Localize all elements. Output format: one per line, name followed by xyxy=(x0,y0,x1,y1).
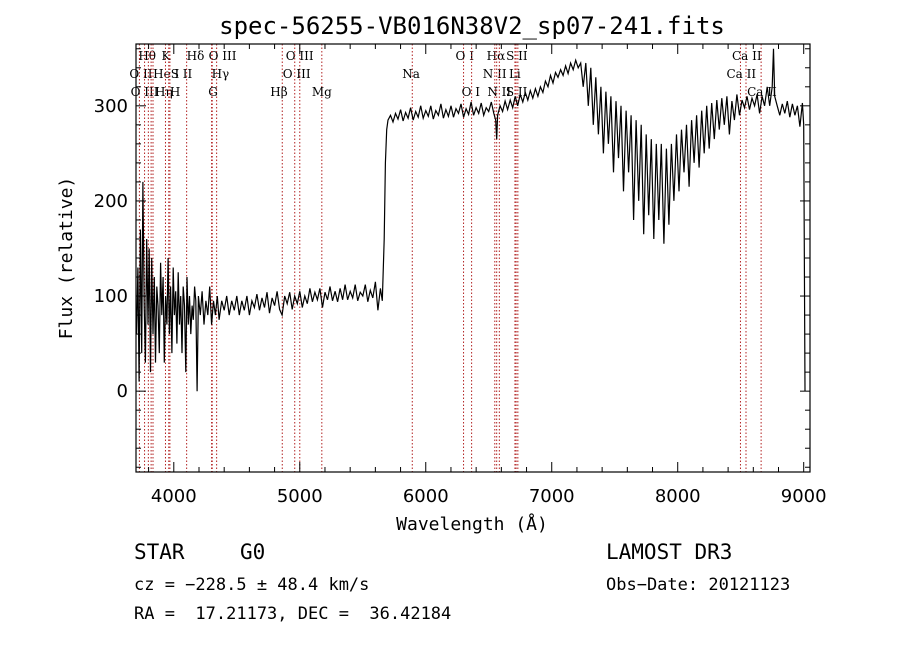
spectral-line-label: Na xyxy=(402,67,420,81)
spectral-line-label: O III xyxy=(283,67,311,81)
spectral-line-label: H xyxy=(170,85,180,99)
spectral-line-label: Ca II xyxy=(747,85,777,99)
axis-ticks-layer: 4000 5000 6000 7000 8000 9000 0 100 200 300 xyxy=(94,44,827,507)
x-tick-label: 8000 xyxy=(655,486,701,507)
spectral-line-label: O III xyxy=(131,85,159,99)
spectral-line-label: Ca II xyxy=(732,49,762,63)
redshift-velocity: cz = −228.5 ± 48.4 km/s xyxy=(134,575,370,595)
spectral-line-label: Hδ xyxy=(187,49,205,63)
y-tick-label: 100 xyxy=(94,286,128,307)
spectral-line-label: Hβ xyxy=(270,85,287,99)
x-axis-label: Wavelength (Å) xyxy=(396,513,548,535)
spectral-line-label: S II xyxy=(506,85,528,99)
x-tick-label: 4000 xyxy=(151,486,197,507)
spectral-line-label: Hγ xyxy=(212,67,230,81)
spectral-line-label: O III xyxy=(209,49,237,63)
y-tick-label: 200 xyxy=(94,191,128,212)
survey-name: LAMOST DR3 xyxy=(606,540,733,564)
spectral-line-label: O III xyxy=(286,49,314,63)
spectral-line-label: Ca II xyxy=(726,67,756,81)
x-tick-label: 7000 xyxy=(529,486,575,507)
spectral-line-label: N II xyxy=(487,85,511,99)
spectral-line-label: He I xyxy=(153,67,179,81)
spectral-line-label: K xyxy=(161,49,171,63)
y-axis-label: Flux (relative) xyxy=(56,177,77,340)
spectral-line-label: O II xyxy=(129,67,152,81)
chart-title: spec-56255-VB016N38V2_sp07-241.fits xyxy=(219,12,725,40)
spectral-line-label: Mg xyxy=(312,85,332,99)
plot-frame xyxy=(135,43,811,473)
object-class: STAR xyxy=(134,540,185,564)
spectral-line-label: S II xyxy=(171,67,193,81)
y-tick-label: 300 xyxy=(94,96,128,117)
spectral-line-label: G xyxy=(208,85,218,99)
observation-date: Obs−Date: 20121123 xyxy=(606,575,791,595)
spectral-line-label: S II xyxy=(506,49,528,63)
coordinates: RA = 17.21173, DEC = 36.42184 xyxy=(134,604,452,624)
x-tick-label: 5000 xyxy=(277,486,323,507)
spectral-line-label: O I xyxy=(462,85,481,99)
object-subclass: G0 xyxy=(240,540,266,564)
spectral-line-label: Hη xyxy=(155,85,173,99)
spectrum-series-line xyxy=(136,48,806,392)
y-tick-label: 0 xyxy=(117,381,128,402)
x-tick-label: 6000 xyxy=(403,486,449,507)
spectral-line-label: Hα xyxy=(487,49,506,63)
spectral-line-label: Li xyxy=(509,67,521,81)
spectral-line-label: Hθ xyxy=(138,49,156,63)
x-tick-label: 9000 xyxy=(781,486,827,507)
spectral-line-label: O I xyxy=(456,49,475,63)
spectral-line-label: N II xyxy=(483,67,507,81)
